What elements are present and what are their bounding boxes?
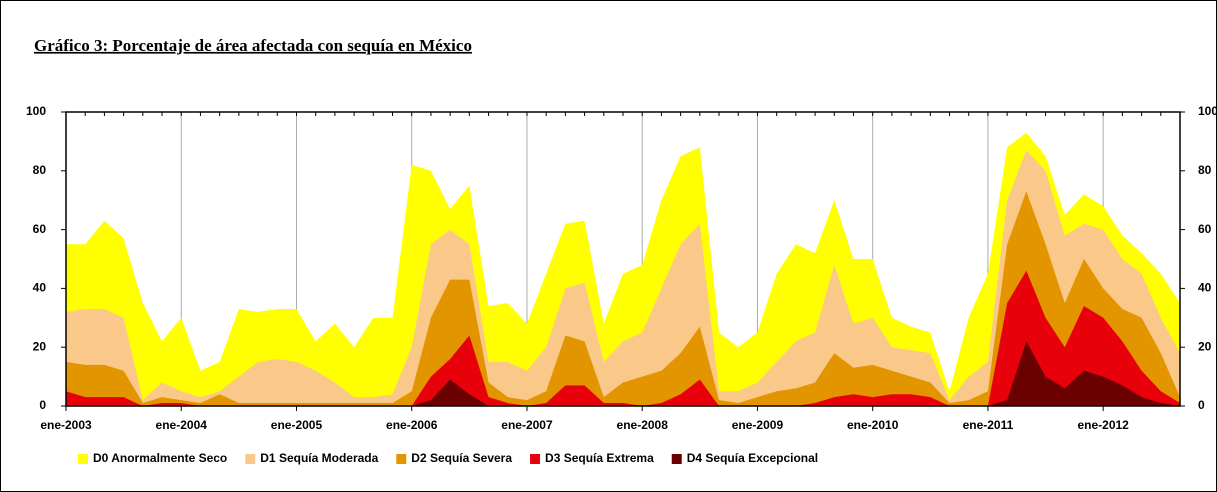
y-tick-label: 60 — [33, 222, 47, 236]
legend-label: D1 Sequía Moderada — [260, 451, 378, 465]
x-tick-label: ene-2006 — [386, 418, 438, 432]
y-tick-label: 0 — [39, 398, 46, 412]
legend-label: D0 Anormalmente Seco — [93, 451, 227, 465]
legend-swatch — [78, 454, 88, 464]
y2-tick-label: 20 — [1198, 339, 1212, 353]
y-tick-label: 20 — [33, 339, 47, 353]
x-tick-label: ene-2010 — [847, 418, 899, 432]
x-tick-label: ene-2005 — [271, 418, 323, 432]
area — [66, 132, 1180, 406]
y-tick-label: 100 — [26, 104, 46, 118]
x-tick-label: ene-2012 — [1077, 418, 1129, 432]
y2-tick-label: 60 — [1198, 222, 1212, 236]
legend-label: D4 Sequía Excepcional — [687, 451, 818, 465]
x-tick-label: ene-2003 — [40, 418, 92, 432]
x-tick-label: ene-2004 — [156, 418, 208, 432]
chart-title: Gráfico 3: Porcentaje de área afectada c… — [34, 36, 472, 55]
y-tick-label: 80 — [33, 163, 47, 177]
legend-swatch — [396, 454, 407, 464]
legend-swatch — [530, 454, 541, 464]
y-tick-label: 40 — [33, 281, 47, 295]
y2-tick-label: 100 — [1198, 104, 1217, 118]
legend-swatch — [245, 454, 256, 464]
y2-tick-label: 40 — [1198, 281, 1212, 295]
legend-label: D3 Sequía Extrema — [545, 451, 654, 465]
x-tick-label: ene-2011 — [963, 418, 1014, 432]
y2-tick-label: 80 — [1198, 163, 1212, 177]
area — [66, 341, 1180, 406]
legend-label: D2 Sequía Severa — [411, 451, 512, 465]
y2-tick-label: 0 — [1198, 398, 1205, 412]
x-tick-label: ene-2009 — [732, 418, 784, 432]
x-tick-label: ene-2008 — [617, 418, 669, 432]
legend-swatch — [671, 454, 682, 464]
x-tick-label: ene-2007 — [501, 418, 553, 432]
